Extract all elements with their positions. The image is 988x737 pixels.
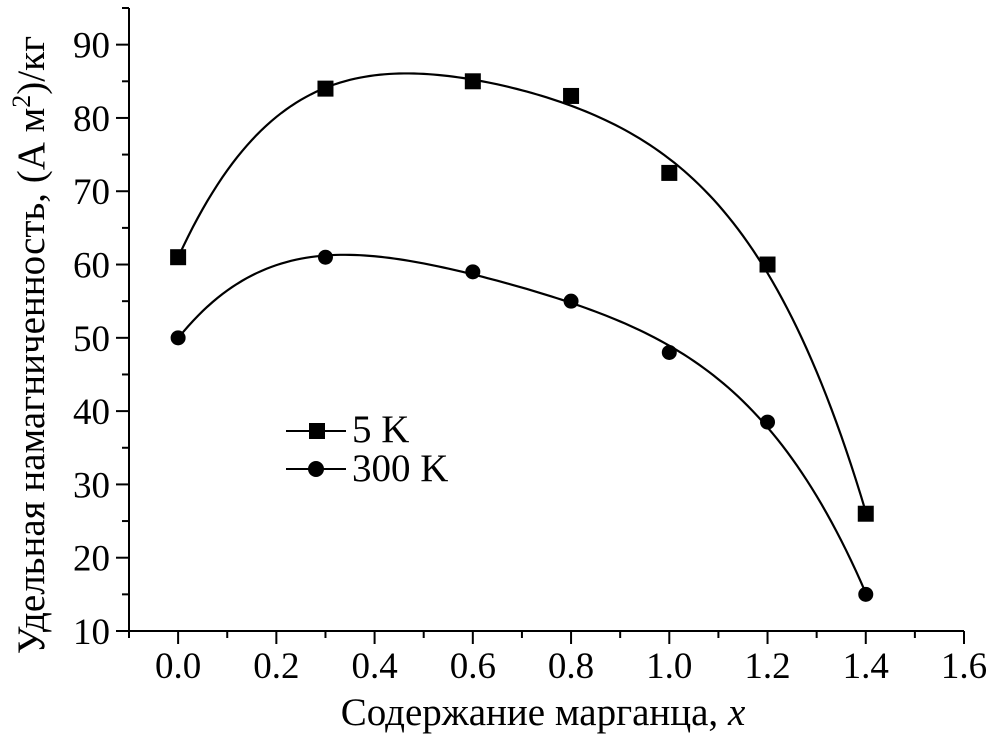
y-tick-label: 40 [73, 392, 110, 433]
axes-group: 0.0 0.2 0.4 0.6 0.8 1.0 1.2 1.4 1.6 10 20 30 40 50 60 7… [73, 7, 987, 687]
fit-curves [177, 72, 867, 594]
y-tick-label: 30 [73, 465, 110, 506]
legend-label-5k: 5 K [352, 408, 409, 451]
y-tick-label: 90 [73, 26, 110, 67]
data-point-300k [858, 586, 874, 602]
x-tick-label: 0.0 [155, 646, 201, 687]
y-tick-label: 60 [73, 246, 110, 287]
x-axis-title-text: Содержание марганца, [341, 691, 728, 734]
x-tick-label: 1.6 [941, 646, 987, 687]
x-tick-label: 1.2 [744, 646, 790, 687]
data-point-5k [661, 164, 678, 181]
data-markers [170, 73, 874, 602]
y-tick-label: 20 [73, 539, 110, 580]
y-tick-label: 50 [73, 319, 110, 360]
x-tick-label: 0.6 [450, 646, 496, 687]
y-axis-title-superscript: 2 [7, 95, 36, 108]
data-point-5k [170, 249, 187, 266]
y-tick-label: 80 [73, 99, 110, 140]
y-tick-label: 10 [73, 612, 110, 653]
legend-marker-300k [308, 461, 324, 477]
fit-curve-5k [177, 72, 867, 513]
x-tick-label: 1.4 [843, 646, 889, 687]
data-point-5k [317, 80, 334, 97]
data-point-5k [857, 505, 874, 522]
legend-marker-5k [309, 423, 325, 439]
data-point-300k [563, 293, 579, 309]
y-axis-title-unit: )/кг [10, 36, 53, 95]
x-axis-title-variable: x [727, 691, 746, 734]
data-point-300k [465, 264, 481, 280]
x-tick-label: 1.0 [646, 646, 692, 687]
x-tick-label: 0.2 [253, 646, 299, 687]
fit-curve-300k [177, 253, 867, 594]
data-point-300k [760, 414, 776, 430]
data-point-5k [563, 87, 580, 104]
y-axis-title-text: Удельная намагниченность, (А м [10, 108, 53, 654]
x-tick-label: 0.8 [548, 646, 594, 687]
x-axis-title: Содержание марганца, x [341, 691, 746, 734]
legend: 5 K 300 K [286, 408, 448, 490]
data-point-300k [661, 344, 677, 360]
data-point-5k [759, 256, 776, 273]
y-axis-title: Удельная намагниченность, (А м2)/кг [7, 36, 53, 654]
data-point-300k [170, 330, 186, 346]
data-point-5k [464, 73, 481, 90]
data-point-300k [317, 249, 333, 265]
y-tick-label: 70 [73, 172, 110, 213]
x-tick-label: 0.4 [351, 646, 397, 687]
legend-label-300k: 300 K [352, 447, 448, 490]
